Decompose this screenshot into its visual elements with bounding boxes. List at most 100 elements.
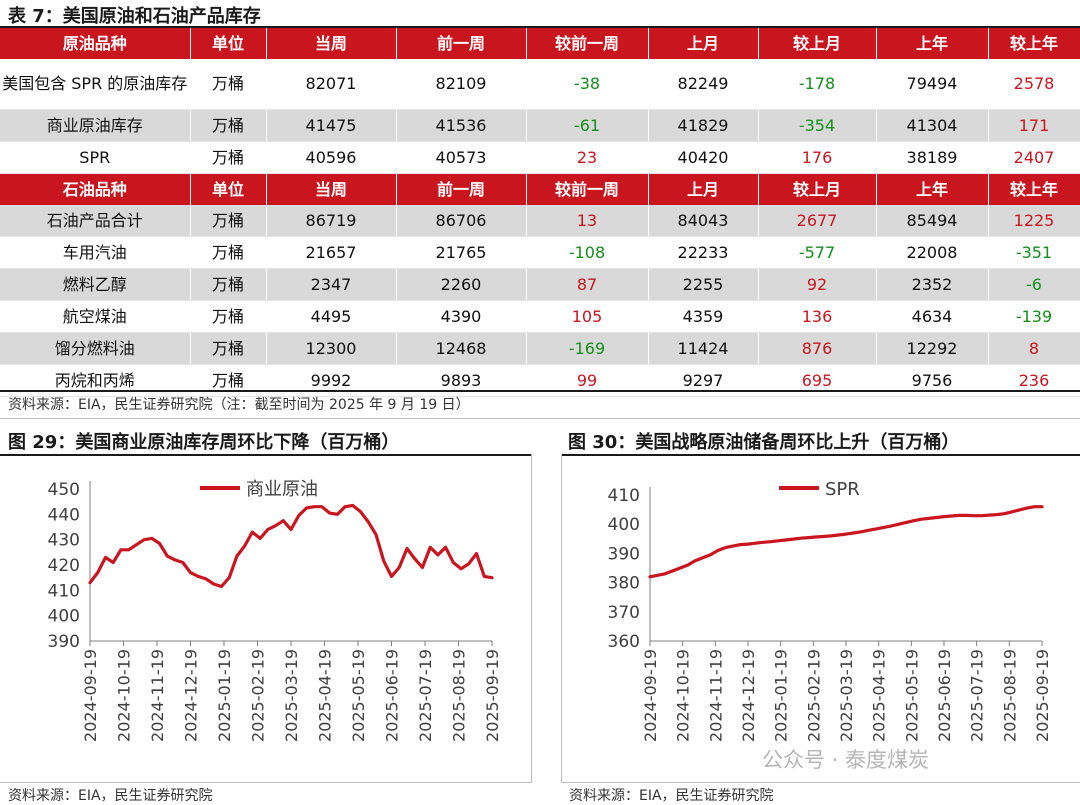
table-cell: 万桶 bbox=[190, 237, 266, 269]
x-tick-label: 2024-12-19 bbox=[739, 649, 758, 742]
table-cell: 万桶 bbox=[190, 333, 266, 365]
table-cell: 86719 bbox=[266, 205, 396, 237]
series-line-商业原油 bbox=[90, 506, 492, 587]
table-cell: 1225 bbox=[988, 205, 1080, 237]
table-cell: 40596 bbox=[266, 142, 396, 174]
table-cell: 燃料乙醇 bbox=[0, 269, 190, 301]
table-cell: 40573 bbox=[396, 142, 526, 174]
table-cell: 2677 bbox=[758, 205, 876, 237]
table-cell: 23 bbox=[526, 142, 648, 174]
table-cell: 87 bbox=[526, 269, 648, 301]
product-header-cell: 较上年 bbox=[988, 174, 1080, 206]
x-tick-label: 2025-02-19 bbox=[804, 649, 823, 742]
x-tick-label: 2024-10-19 bbox=[115, 649, 134, 742]
table-cell: 12292 bbox=[876, 333, 988, 365]
table-cell: 4495 bbox=[266, 301, 396, 333]
table-cell: 79494 bbox=[876, 59, 988, 110]
product-header-cell: 上月 bbox=[648, 174, 758, 206]
table-cell: 876 bbox=[758, 333, 876, 365]
product-header-cell: 上年 bbox=[876, 174, 988, 206]
table-cell: 11424 bbox=[648, 333, 758, 365]
crude-header-cell: 原油品种 bbox=[0, 28, 190, 59]
product-header-cell: 较上月 bbox=[758, 174, 876, 206]
y-tick-label: 410 bbox=[48, 581, 80, 601]
table-cell: 商业原油库存 bbox=[0, 110, 190, 142]
product-header-cell: 较前一周 bbox=[526, 174, 648, 206]
x-tick-label: 2025-08-19 bbox=[450, 649, 469, 742]
table-cell: -6 bbox=[988, 269, 1080, 301]
x-tick-label: 2025-08-19 bbox=[1000, 649, 1019, 742]
x-tick-label: 2025-03-19 bbox=[282, 649, 301, 742]
legend-label: SPR bbox=[825, 479, 860, 500]
table-cell: 石油产品合计 bbox=[0, 205, 190, 237]
x-tick-label: 2024-09-19 bbox=[641, 649, 660, 742]
product-header-cell: 石油品种 bbox=[0, 174, 190, 206]
table-source-rule bbox=[0, 418, 1080, 419]
table-cell: 136 bbox=[758, 301, 876, 333]
table-cell: -351 bbox=[988, 237, 1080, 269]
table-cell: 2260 bbox=[396, 269, 526, 301]
table-cell: 4634 bbox=[876, 301, 988, 333]
figure29-source-note: 资料来源：EIA，民生证券研究院 bbox=[8, 785, 213, 805]
x-tick-label: 2024-11-19 bbox=[706, 649, 725, 742]
x-tick-label: 2025-07-19 bbox=[968, 649, 987, 742]
table-cell: -38 bbox=[526, 59, 648, 110]
inventory-table-body: 原油品种单位当周前一周较前一周上月较上月上年较上年美国包含 SPR 的原油库存万… bbox=[0, 28, 1080, 397]
table-cell: -61 bbox=[526, 110, 648, 142]
watermark: 公众号 · 泰度煤炭 bbox=[762, 744, 929, 774]
y-tick-label: 360 bbox=[608, 632, 640, 652]
y-tick-label: 420 bbox=[48, 556, 80, 576]
figure30-source-rule bbox=[561, 782, 1080, 783]
table-cell: 车用汽油 bbox=[0, 237, 190, 269]
table-cell: 41536 bbox=[396, 110, 526, 142]
table-cell: 万桶 bbox=[190, 110, 266, 142]
table-cell: 12300 bbox=[266, 333, 396, 365]
y-tick-label: 430 bbox=[48, 531, 80, 551]
table-cell: -108 bbox=[526, 237, 648, 269]
figure30-source-note: 资料来源：EIA，民生证券研究院 bbox=[569, 785, 774, 805]
y-tick-label: 400 bbox=[608, 515, 640, 535]
table-cell: 万桶 bbox=[190, 269, 266, 301]
crude-header-cell: 上年 bbox=[876, 28, 988, 59]
table-cell: 2352 bbox=[876, 269, 988, 301]
x-tick-label: 2025-01-19 bbox=[215, 649, 234, 742]
table-cell: -178 bbox=[758, 59, 876, 110]
x-tick-label: 2025-09-19 bbox=[483, 649, 502, 742]
table-cell: 万桶 bbox=[190, 142, 266, 174]
x-tick-label: 2025-05-19 bbox=[902, 649, 921, 742]
table-cell: 22008 bbox=[876, 237, 988, 269]
table-cell: 40420 bbox=[648, 142, 758, 174]
table-title: 表 7：美国原油和石油产品库存 bbox=[8, 2, 261, 28]
table-cell: 86706 bbox=[396, 205, 526, 237]
figure29-source-rule bbox=[0, 782, 532, 783]
table-cell: 92 bbox=[758, 269, 876, 301]
x-tick-label: 2025-01-19 bbox=[772, 649, 791, 742]
x-tick-label: 2025-06-19 bbox=[383, 649, 402, 742]
y-tick-label: 380 bbox=[608, 574, 640, 594]
crude-header-cell: 较上年 bbox=[988, 28, 1080, 59]
table-cell: 85494 bbox=[876, 205, 988, 237]
table-cell: 美国包含 SPR 的原油库存 bbox=[0, 59, 190, 110]
x-tick-label: 2025-09-19 bbox=[1033, 649, 1052, 742]
figure29-title: 图 29：美国商业原油库存周环比下降（百万桶） bbox=[8, 428, 399, 454]
crude-header-cell: 当周 bbox=[266, 28, 396, 59]
table-cell: 82071 bbox=[266, 59, 396, 110]
table-cell: 13 bbox=[526, 205, 648, 237]
table-source-note: 资料来源：EIA，民生证券研究院（注：截至时间为 2025 年 9 月 19 日… bbox=[8, 394, 470, 414]
table-cell: 2407 bbox=[988, 142, 1080, 174]
y-tick-label: 400 bbox=[48, 607, 80, 627]
crude-header-cell: 单位 bbox=[190, 28, 266, 59]
table-cell: 馏分燃料油 bbox=[0, 333, 190, 365]
crude-header-cell: 较前一周 bbox=[526, 28, 648, 59]
table-cell: 万桶 bbox=[190, 205, 266, 237]
x-tick-label: 2025-04-19 bbox=[316, 649, 335, 742]
x-tick-label: 2025-03-19 bbox=[837, 649, 856, 742]
x-tick-label: 2025-07-19 bbox=[416, 649, 435, 742]
table-cell: 38189 bbox=[876, 142, 988, 174]
table-cell: 41475 bbox=[266, 110, 396, 142]
